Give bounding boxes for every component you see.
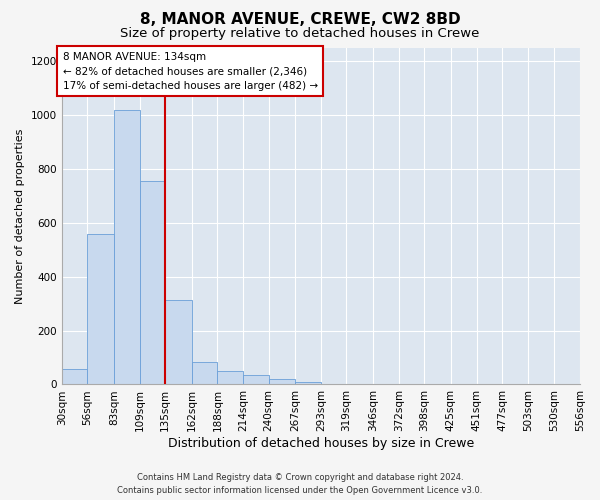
Bar: [114, 110, 140, 384]
Bar: [217, 371, 243, 384]
Bar: [295, 382, 321, 384]
Bar: [140, 181, 165, 384]
Text: Size of property relative to detached houses in Crewe: Size of property relative to detached ho…: [121, 28, 479, 40]
Bar: [243, 375, 269, 384]
Y-axis label: Number of detached properties: Number of detached properties: [15, 128, 25, 304]
Bar: [165, 300, 192, 384]
Bar: [269, 379, 295, 384]
Bar: [192, 362, 217, 384]
Text: Contains HM Land Registry data © Crown copyright and database right 2024.
Contai: Contains HM Land Registry data © Crown c…: [118, 474, 482, 495]
Bar: [62, 369, 87, 384]
Bar: [87, 234, 114, 384]
Text: 8 MANOR AVENUE: 134sqm
← 82% of detached houses are smaller (2,346)
17% of semi-: 8 MANOR AVENUE: 134sqm ← 82% of detached…: [62, 52, 318, 91]
Text: 8, MANOR AVENUE, CREWE, CW2 8BD: 8, MANOR AVENUE, CREWE, CW2 8BD: [140, 12, 460, 28]
X-axis label: Distribution of detached houses by size in Crewe: Distribution of detached houses by size …: [168, 437, 474, 450]
